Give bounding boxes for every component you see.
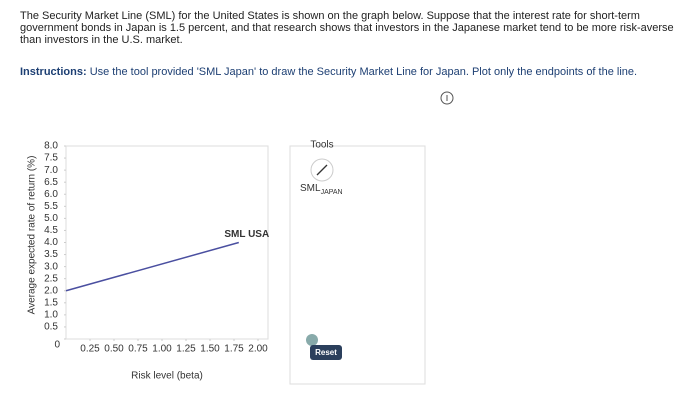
x-axis-label: Risk level (beta)	[131, 371, 203, 382]
y-tick-label: 3.0	[44, 261, 58, 272]
y-tick-label: 4.0	[44, 237, 58, 248]
series-label: SML USA	[224, 229, 269, 240]
info-icon[interactable]	[440, 91, 454, 105]
reset-button[interactable]: Reset	[310, 345, 342, 360]
y-tick-label: 8.0	[44, 141, 58, 152]
tool-button[interactable]	[310, 158, 334, 182]
x-tick-label: 0.25	[80, 344, 100, 355]
y-tick-label: 0	[54, 340, 60, 351]
x-tick-label: 2.00	[248, 344, 268, 355]
x-tick-label: 1.25	[176, 344, 196, 355]
tools-title: Tools	[310, 140, 333, 151]
tool-label-main: SML	[300, 183, 321, 194]
x-tick-label: 1.00	[152, 344, 172, 355]
y-tick-label: 7.0	[44, 165, 58, 176]
y-tick-label: 1.0	[44, 310, 58, 321]
reset-label: Reset	[315, 348, 337, 357]
tools-panel	[289, 145, 426, 385]
y-tick-label: 5.0	[44, 213, 58, 224]
y-tick-label: 4.5	[44, 225, 58, 236]
y-tick-label: 0.5	[44, 322, 58, 333]
tool-label-sub: JAPAN	[321, 189, 343, 196]
x-tick-label: 0.50	[104, 344, 124, 355]
question-text: The Security Market Line (SML) for the U…	[20, 10, 674, 46]
y-tick-label: 5.5	[44, 201, 58, 212]
x-tick-label: 1.75	[224, 344, 244, 355]
y-tick-label: 1.5	[44, 297, 58, 308]
instructions-text: Use the tool provided 'SML Japan' to dra…	[89, 66, 638, 78]
y-axis-label: Average expected rate of return (%)	[27, 156, 38, 315]
y-tick-label: 6.5	[44, 177, 58, 188]
y-tick-label: 6.0	[44, 189, 58, 200]
undo-icon[interactable]	[306, 334, 318, 346]
tool-label[interactable]: SMLJAPAN	[300, 183, 343, 196]
y-tick-label: 2.5	[44, 273, 58, 284]
instructions: Instructions: Use the tool provided 'SML…	[20, 66, 637, 78]
instructions-label: Instructions:	[20, 66, 87, 78]
y-tick-label: 3.5	[44, 249, 58, 260]
x-tick-label: 1.50	[200, 344, 220, 355]
y-tick-label: 7.5	[44, 153, 58, 164]
series-line	[65, 241, 240, 292]
x-tick-label: 0.75	[128, 344, 148, 355]
y-tick-label: 2.0	[44, 285, 58, 296]
